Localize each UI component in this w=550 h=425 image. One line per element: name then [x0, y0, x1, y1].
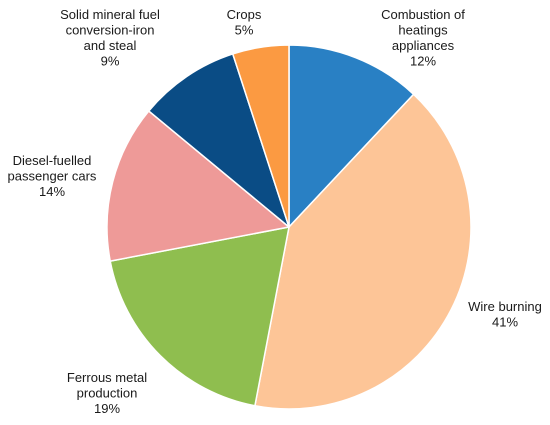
slice-label: Crops 5% [227, 7, 262, 38]
slice-name-line: passenger cars [8, 169, 97, 184]
slice-name-line: Diesel-fuelled [13, 153, 92, 168]
slice-name-line: heatings [398, 23, 448, 38]
slice-name-line: appliances [392, 38, 455, 53]
slice-value-label: 41% [492, 315, 518, 330]
pie-slice-diesel-fuelled-passenger-cars [106, 110, 290, 262]
pie-slice-combustion-of-heatings-appliances [288, 44, 415, 228]
slice-name-line: conversion-iron [66, 23, 155, 38]
pie-slice-solid-mineral-fuel-conversion-iron-and-steal [148, 53, 290, 228]
slice-value-label: 19% [94, 401, 120, 416]
slice-value-label: 9% [101, 54, 120, 69]
slice-label: Ferrous metal production 19% [67, 370, 147, 416]
slice-value-label: 14% [39, 184, 65, 199]
slice-value-label: 5% [235, 23, 254, 38]
slice-name-line: Crops [227, 7, 262, 22]
slice-name-line: Ferrous metal [67, 370, 147, 385]
slice-name-line: production [77, 386, 138, 401]
slice-label: Wire burning 41% [468, 299, 542, 330]
slice-name-line: Combustion of [381, 7, 465, 22]
pie-slice-ferrous-metal-production [109, 226, 290, 407]
slice-name-line: and steal [84, 38, 137, 53]
slice-labels: Combustion of heatings appliances 12% Wire b… [8, 7, 542, 416]
pie-slices [106, 44, 472, 410]
slice-name-line: Solid mineral fuel [60, 7, 160, 22]
pie-slice-wire-burning [254, 93, 472, 410]
slice-name-line: Wire burning [468, 299, 542, 314]
pie-slice-crops [232, 44, 290, 228]
slice-label: Combustion of heatings appliances 12% [381, 7, 465, 69]
slice-label: Solid mineral fuel conversion-iron and ste… [60, 7, 160, 69]
slice-label: Diesel-fuelled passenger cars 14% [8, 153, 97, 199]
slice-value-label: 12% [410, 54, 436, 69]
